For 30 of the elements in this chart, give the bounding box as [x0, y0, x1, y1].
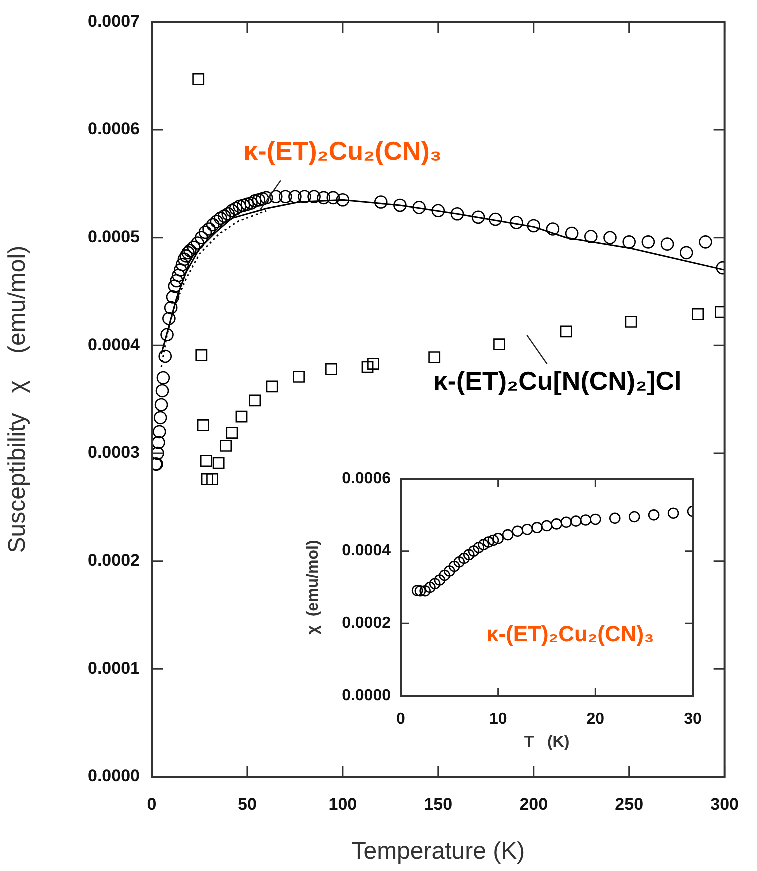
y-tick-label: 0.0007 — [88, 12, 140, 31]
x-tick-label: 50 — [238, 794, 257, 814]
y-tick-label: 0.0005 — [88, 228, 140, 247]
x-tick-label: 100 — [328, 794, 358, 814]
y-tick-label: 0.0006 — [342, 470, 392, 488]
x-tick-label: 0 — [147, 794, 157, 814]
x-tick-label: 200 — [520, 794, 548, 814]
x-tick-label: 10 — [489, 711, 508, 728]
y-axis-title: χ (emu/mol) — [305, 540, 322, 635]
y-axis-title: Susceptibility χ (emu/mol) — [4, 246, 32, 554]
series-label: κ-(ET)₂Cu[N(CN)₂]Cl — [433, 366, 682, 396]
y-tick-label: 0.0001 — [88, 658, 140, 678]
y-tick-label: 0.0000 — [88, 766, 140, 786]
x-tick-label: 20 — [586, 711, 605, 728]
y-tick-label: 0.0000 — [342, 687, 392, 704]
x-tick-label: 150 — [424, 794, 453, 814]
x-tick-label: 0 — [396, 711, 406, 728]
annotation: κ-(ET)₂Cu₂(CN)₃ — [486, 621, 654, 646]
x-tick-label: 250 — [615, 794, 644, 814]
y-tick-label: 0.0004 — [342, 542, 392, 560]
y-tick-label: 0.0004 — [88, 335, 141, 354]
x-axis-title: Temperature (K) — [352, 838, 526, 866]
x-tick-label: 30 — [684, 711, 702, 728]
x-axis-title: T (K) — [524, 734, 570, 751]
y-tick-label: 0.0002 — [342, 615, 392, 632]
y-tick-label: 0.0003 — [88, 443, 140, 462]
y-tick-label: 0.0002 — [88, 551, 140, 570]
x-tick-label: 300 — [710, 794, 740, 814]
series-label: κ-(ET)₂Cu₂(CN)₃ — [244, 136, 442, 166]
y-tick-label: 0.0006 — [88, 120, 140, 139]
